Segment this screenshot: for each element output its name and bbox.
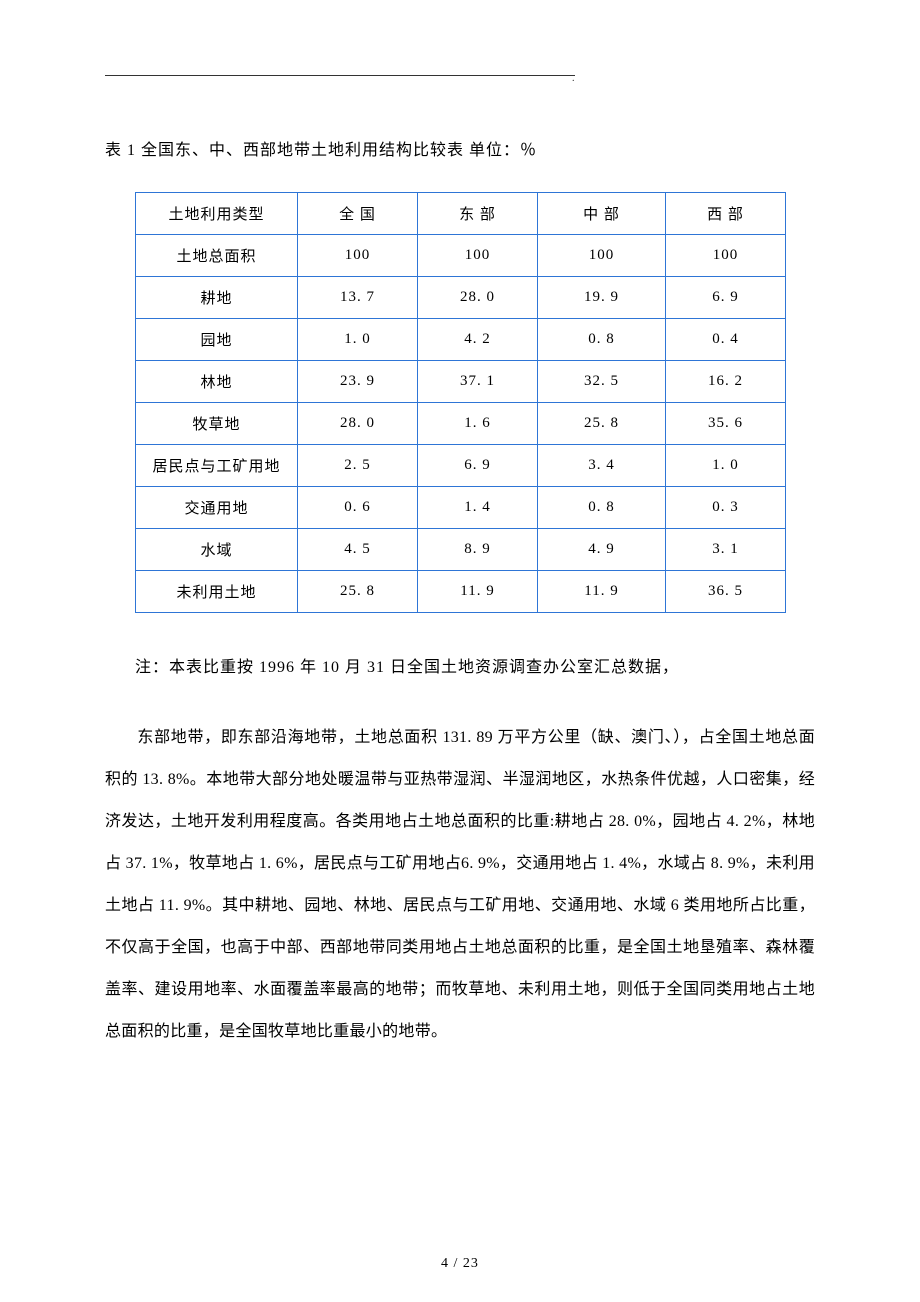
table-cell: 0. 3 [666,487,786,529]
table-note: 注：本表比重按 1996 年 10 月 31 日全国土地资源调查办公室汇总数据， [135,653,815,677]
land-use-table: 土地利用类型全 国东 部中 部西 部 土地总面积100100100100耕地13… [135,192,786,613]
table-cell: 11. 9 [538,571,666,613]
table-row: 水域4. 58. 94. 93. 1 [136,529,786,571]
table-cell: 37. 1 [418,361,538,403]
table-cell: 6. 9 [666,277,786,319]
table-header-cell: 全 国 [298,193,418,235]
table-cell: 牧草地 [136,403,298,445]
table-cell: 13. 7 [298,277,418,319]
table-cell: 19. 9 [538,277,666,319]
table-cell: 居民点与工矿用地 [136,445,298,487]
table-cell: 16. 2 [666,361,786,403]
table-row: 居民点与工矿用地2. 56. 93. 41. 0 [136,445,786,487]
table-cell: 28. 0 [418,277,538,319]
table-cell: 1. 4 [418,487,538,529]
body-paragraph: 东部地带，即东部沿海地带，土地总面积 131. 89 万平方公里（缺、澳门、），… [105,717,815,1053]
table-cell: 11. 9 [418,571,538,613]
table-cell: 交通用地 [136,487,298,529]
table-cell: 100 [666,235,786,277]
table-row: 牧草地28. 01. 625. 835. 6 [136,403,786,445]
table-cell: 100 [418,235,538,277]
table-cell: 林地 [136,361,298,403]
table-header-cell: 西 部 [666,193,786,235]
table-cell: 23. 9 [298,361,418,403]
table-header-row: 土地利用类型全 国东 部中 部西 部 [136,193,786,235]
table-cell: 3. 4 [538,445,666,487]
table-cell: 0. 6 [298,487,418,529]
table-cell: 1. 0 [666,445,786,487]
table-row: 未利用土地25. 811. 911. 936. 5 [136,571,786,613]
table-cell: 25. 8 [298,571,418,613]
table-cell: 水域 [136,529,298,571]
table-cell: 2. 5 [298,445,418,487]
table-row: 土地总面积100100100100 [136,235,786,277]
header-divider [105,75,575,76]
header-dot: . [572,73,575,84]
table-row: 交通用地0. 61. 40. 80. 3 [136,487,786,529]
table-cell: 28. 0 [298,403,418,445]
table-cell: 1. 0 [298,319,418,361]
table-row: 耕地13. 728. 019. 96. 9 [136,277,786,319]
table-cell: 25. 8 [538,403,666,445]
table-cell: 0. 8 [538,319,666,361]
table-cell: 1. 6 [418,403,538,445]
table-header-cell: 东 部 [418,193,538,235]
table-cell: 园地 [136,319,298,361]
table-cell: 100 [538,235,666,277]
table-cell: 土地总面积 [136,235,298,277]
table-cell: 0. 8 [538,487,666,529]
page-container: . 表 1 全国东、中、西部地带土地利用结构比较表 单位：％ 土地利用类型全 国… [0,0,920,1302]
page-footer: 4 / 23 [0,1256,920,1272]
table-cell: 0. 4 [666,319,786,361]
table-cell: 35. 6 [666,403,786,445]
table-cell: 8. 9 [418,529,538,571]
table-row: 园地1. 04. 20. 80. 4 [136,319,786,361]
table-title: 表 1 全国东、中、西部地带土地利用结构比较表 单位：％ [105,136,815,160]
table-cell: 100 [298,235,418,277]
table-cell: 4. 2 [418,319,538,361]
table-cell: 3. 1 [666,529,786,571]
table-cell: 未利用土地 [136,571,298,613]
table-cell: 6. 9 [418,445,538,487]
table-cell: 4. 9 [538,529,666,571]
table-cell: 耕地 [136,277,298,319]
table-cell: 32. 5 [538,361,666,403]
table-cell: 4. 5 [298,529,418,571]
table-header-cell: 土地利用类型 [136,193,298,235]
table-header-cell: 中 部 [538,193,666,235]
table-cell: 36. 5 [666,571,786,613]
table-row: 林地23. 937. 132. 516. 2 [136,361,786,403]
